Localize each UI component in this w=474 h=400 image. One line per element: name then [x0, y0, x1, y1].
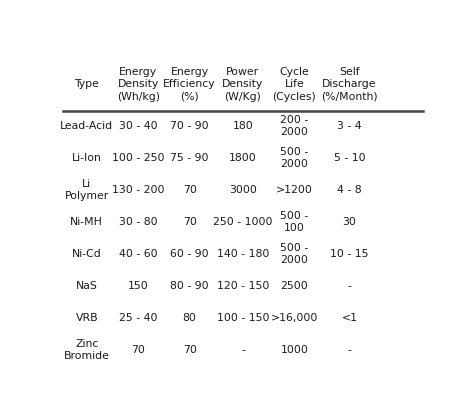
Text: 70: 70: [182, 345, 197, 355]
Text: 30 - 80: 30 - 80: [119, 217, 157, 227]
Text: 500 -
2000: 500 - 2000: [280, 243, 309, 265]
Text: 80: 80: [182, 313, 197, 323]
Text: 3 - 4: 3 - 4: [337, 121, 362, 131]
Text: 500 -
2000: 500 - 2000: [280, 147, 309, 169]
Text: 10 - 15: 10 - 15: [330, 249, 369, 259]
Text: 100 - 150: 100 - 150: [217, 313, 269, 323]
Text: 70: 70: [182, 217, 197, 227]
Text: 70: 70: [131, 345, 145, 355]
Text: Cycle
Life
(Cycles): Cycle Life (Cycles): [273, 67, 316, 102]
Text: 5 - 10: 5 - 10: [334, 153, 365, 163]
Text: Type: Type: [74, 79, 99, 89]
Text: -: -: [347, 281, 351, 291]
Text: 150: 150: [128, 281, 149, 291]
Text: Li
Polymer: Li Polymer: [64, 179, 109, 201]
Text: 40 - 60: 40 - 60: [119, 249, 157, 259]
Text: 250 - 1000: 250 - 1000: [213, 217, 273, 227]
Text: Power
Density
(W/Kg): Power Density (W/Kg): [222, 67, 264, 102]
Text: 500 -
100: 500 - 100: [280, 211, 309, 233]
Text: 70: 70: [182, 185, 197, 195]
Text: Energy
Density
(Wh/kg): Energy Density (Wh/kg): [117, 67, 160, 102]
Text: <1: <1: [341, 313, 357, 323]
Text: 4 - 8: 4 - 8: [337, 185, 362, 195]
Text: 2500: 2500: [281, 281, 308, 291]
Text: Ni-Cd: Ni-Cd: [72, 249, 102, 259]
Text: 140 - 180: 140 - 180: [217, 249, 269, 259]
Text: 70 - 90: 70 - 90: [170, 121, 209, 131]
Text: -: -: [347, 345, 351, 355]
Text: Li-Ion: Li-Ion: [72, 153, 102, 163]
Text: 130 - 200: 130 - 200: [112, 185, 164, 195]
Text: 75 - 90: 75 - 90: [171, 153, 209, 163]
Text: 180: 180: [233, 121, 253, 131]
Text: Zinc
Bromide: Zinc Bromide: [64, 339, 110, 361]
Text: 120 - 150: 120 - 150: [217, 281, 269, 291]
Text: 25 - 40: 25 - 40: [119, 313, 157, 323]
Text: 1800: 1800: [229, 153, 257, 163]
Text: 3000: 3000: [229, 185, 257, 195]
Text: Energy
Efficiency
(%): Energy Efficiency (%): [164, 67, 216, 102]
Text: 100 - 250: 100 - 250: [112, 153, 164, 163]
Text: 80 - 90: 80 - 90: [170, 281, 209, 291]
Text: -: -: [241, 345, 245, 355]
Text: Self
Discharge
(%/Month): Self Discharge (%/Month): [321, 67, 378, 102]
Text: 30: 30: [343, 217, 356, 227]
Text: 60 - 90: 60 - 90: [170, 249, 209, 259]
Text: >1200: >1200: [276, 185, 313, 195]
Text: Lead-Acid: Lead-Acid: [60, 121, 113, 131]
Text: >16,000: >16,000: [271, 313, 318, 323]
Text: Ni-MH: Ni-MH: [70, 217, 103, 227]
Text: 200 -
2000: 200 - 2000: [280, 115, 309, 137]
Text: VRB: VRB: [75, 313, 98, 323]
Text: 30 - 40: 30 - 40: [119, 121, 157, 131]
Text: 1000: 1000: [281, 345, 308, 355]
Text: NaS: NaS: [76, 281, 98, 291]
